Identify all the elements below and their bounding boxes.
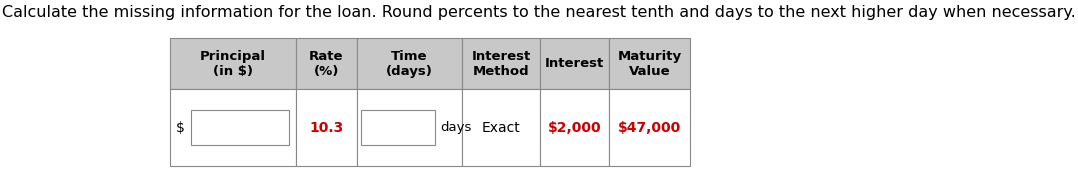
Bar [609, 89, 690, 166]
Bar [609, 38, 690, 89]
Bar [192, 110, 289, 145]
Bar [295, 89, 357, 166]
Text: Calculate the missing information for the loan. Round percents to the nearest te: Calculate the missing information for th… [2, 5, 1076, 20]
Text: days: days [441, 121, 472, 134]
Bar [357, 38, 462, 89]
Bar [361, 110, 434, 145]
Text: Rate
(%): Rate (%) [309, 50, 344, 78]
Text: Interest: Interest [544, 57, 604, 70]
Bar [462, 38, 540, 89]
Bar [295, 38, 357, 89]
Bar [169, 89, 295, 166]
Text: $2,000: $2,000 [548, 121, 602, 135]
Text: Principal
(in $): Principal (in $) [199, 50, 265, 78]
Bar [462, 89, 540, 166]
Text: Maturity
Value: Maturity Value [618, 50, 681, 78]
Text: $: $ [176, 121, 185, 135]
Text: Time
(days): Time (days) [386, 50, 433, 78]
Bar [540, 38, 609, 89]
Bar [540, 89, 609, 166]
Text: Exact: Exact [482, 121, 521, 135]
Text: $47,000: $47,000 [618, 121, 681, 135]
Bar [357, 89, 462, 166]
Bar [169, 38, 295, 89]
Text: 10.3: 10.3 [309, 121, 343, 135]
Text: Interest
Method: Interest Method [471, 50, 530, 78]
